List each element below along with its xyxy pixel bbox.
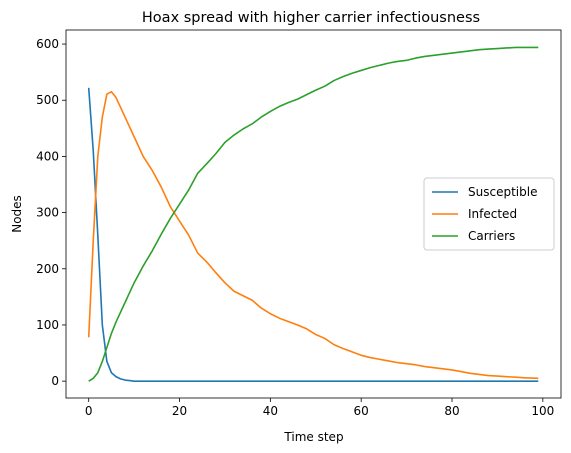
y-tick-label: 400 [36,149,59,163]
legend: Susceptible Infected Carriers [423,177,555,251]
plot-area [87,46,539,382]
x-axis-label: Time step [283,430,343,444]
y-tick-label: 600 [36,37,59,51]
legend-label: Carriers [468,229,515,243]
y-tick-label: 200 [36,262,59,276]
x-tick-label: 100 [531,404,554,418]
y-axis: 0 100 200 300 400 500 600 [36,37,66,388]
legend-label: Susceptible [468,185,537,199]
y-tick-label: 0 [51,374,59,388]
x-tick-label: 40 [263,404,278,418]
series-line-infected [87,91,539,380]
y-tick-label: 500 [36,93,59,107]
x-tick-label: 60 [354,404,369,418]
chart-title: Hoax spread with higher carrier infectio… [142,10,480,26]
legend-box [423,177,555,251]
y-tick-label: 100 [36,318,59,332]
series-line-carriers [88,46,539,382]
x-tick-label: 0 [85,404,93,418]
x-tick-label: 20 [172,404,187,418]
x-tick-label: 80 [444,404,459,418]
y-tick-label: 300 [36,206,59,220]
axes-frame [65,29,562,399]
legend-label: Infected [468,207,517,221]
y-axis-label: Nodes [10,195,24,233]
series-line-susceptible [87,87,539,382]
x-axis: 0 20 40 60 80 100 [85,398,554,418]
